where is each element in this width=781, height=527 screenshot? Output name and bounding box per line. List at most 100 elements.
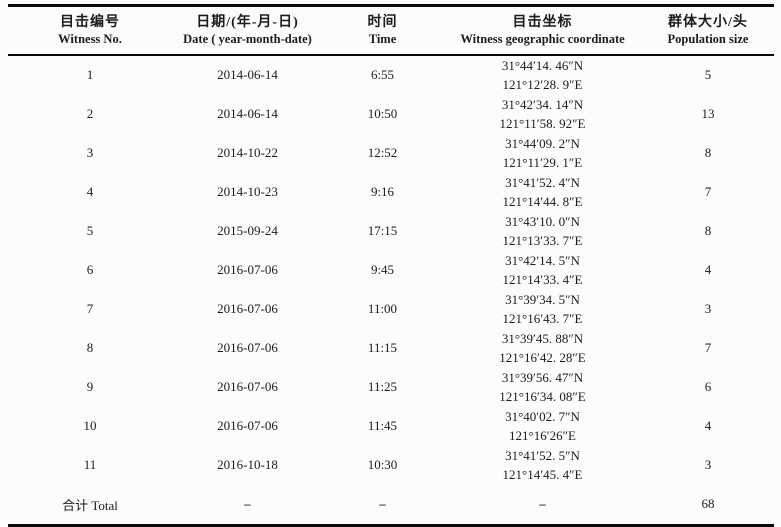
total-label: 合计 Total — [62, 497, 118, 513]
coordinate-north: 31°39′56. 47″N — [501, 369, 584, 385]
cell-time: 10:50 — [367, 105, 398, 121]
cell-population: 13 — [701, 105, 715, 121]
cell-population: 7 — [704, 183, 712, 199]
cell-witness-no: 1 — [86, 67, 94, 82]
total-coordinate-dash: – — [539, 496, 546, 511]
coordinate-east: 121°16′34. 08″E — [499, 388, 586, 404]
cell-coordinate: 31°39′56. 47″N 121°16′34. 08″E — [443, 367, 643, 406]
cell-coordinate: 31°44′09. 2″N 121°11′29. 1″E — [443, 133, 643, 172]
table-footer: 合计 Total – – – 68 — [8, 484, 774, 526]
cell-coordinate: 31°40′02. 7″N 121°16′26″E — [443, 406, 643, 445]
cell-time: 11:45 — [367, 417, 398, 433]
table-row: 7 2016-07-06 11:00 31°39′34. 5″N 121°16′43. … — [8, 289, 774, 328]
col-header-witness-no-en: Witness No. — [58, 31, 122, 46]
table-row: 2 2014-06-14 10:50 31°42′34. 14″N 121°11′58.… — [8, 94, 774, 133]
cell-date: 2016-07-06 — [217, 300, 278, 316]
cell-population: 3 — [704, 456, 712, 472]
coordinate-north: 31°42′14. 5″N — [505, 252, 580, 268]
coordinate-north: 31°39′34. 5″N — [505, 291, 580, 307]
table-row: 1 2014-06-14 6:55 31°44′14. 46″N 121°12′28. … — [8, 55, 774, 94]
coordinate-east: 121°11′58. 92″E — [499, 115, 586, 131]
header-row: 目击编号 Witness No. 日期/(年-月-日) Date ( year-… — [7, 6, 774, 56]
cell-coordinate: 31°39′45. 88″N 121°16′42. 28″E — [443, 328, 643, 367]
coordinate-north: 31°42′34. 14″N — [501, 96, 584, 112]
coordinate-north: 31°41′52. 4″N — [505, 174, 580, 190]
cell-witness-no: 6 — [86, 261, 94, 277]
cell-time: 9:45 — [370, 261, 395, 277]
table-header: 目击编号 Witness No. 日期/(年-月-日) Date ( year-… — [7, 6, 774, 56]
cell-witness-no: 9 — [86, 378, 94, 394]
coordinate-north: 31°41′52. 5″N — [505, 447, 580, 463]
cell-coordinate: 31°43′10. 0″N 121°13′33. 7″E — [443, 211, 643, 250]
table-row: 8 2016-07-06 11:15 31°39′45. 88″N 121°16′42.… — [8, 328, 774, 367]
col-header-witness-no: 目击编号 Witness No. — [8, 6, 173, 56]
cell-witness-no: 4 — [86, 183, 94, 199]
cell-coordinate: 31°41′52. 5″N 121°14′45. 4″E — [443, 445, 643, 484]
cell-population: 6 — [704, 378, 712, 394]
total-row: 合计 Total – – – 68 — [8, 484, 774, 526]
col-header-coordinate: 目击坐标 Witness geographic coordinate — [443, 6, 643, 56]
cell-population: 5 — [704, 67, 712, 82]
col-header-population: 群体大小/头 Population size — [643, 6, 774, 56]
cell-date: 2016-07-06 — [217, 261, 278, 277]
cell-coordinate: 31°42′34. 14″N 121°11′58. 92″E — [443, 94, 643, 133]
cell-witness-no: 3 — [86, 144, 94, 160]
cell-coordinate: 31°39′34. 5″N 121°16′43. 7″E — [443, 289, 643, 328]
cell-time: 11:15 — [367, 339, 398, 355]
cell-time: 6:55 — [370, 67, 395, 82]
cell-date: 2014-06-14 — [217, 105, 278, 121]
cell-coordinate: 31°42′14. 5″N 121°14′33. 4″E — [443, 250, 643, 289]
coordinate-north: 31°39′45. 88″N — [501, 330, 584, 346]
col-header-coordinate-en: Witness geographic coordinate — [460, 31, 625, 46]
cell-date: 2014-10-22 — [217, 144, 278, 160]
cell-date: 2014-06-14 — [217, 67, 278, 82]
table-row: 4 2014-10-23 9:16 31°41′52. 4″N 121°14′44. 8… — [8, 172, 774, 211]
col-header-time-zh: 时间 — [367, 14, 398, 30]
coordinate-east: 121°16′26″E — [509, 427, 576, 443]
total-population-value: 68 — [701, 496, 715, 511]
cell-date: 2016-07-06 — [217, 339, 278, 355]
col-header-date: 日期/(年-月-日) Date ( year-month-date) — [173, 6, 323, 56]
coordinate-east: 121°12′28. 9″E — [502, 77, 583, 92]
cell-population: 3 — [704, 300, 712, 316]
cell-witness-no: 7 — [86, 300, 94, 316]
cell-date: 2016-10-18 — [217, 456, 278, 472]
cell-time: 12:52 — [367, 144, 398, 160]
cell-population: 7 — [704, 339, 712, 355]
cell-time: 11:25 — [367, 378, 398, 394]
cell-witness-no: 11 — [83, 456, 97, 472]
coordinate-east: 121°11′29. 1″E — [502, 154, 583, 170]
col-header-population-en: Population size — [667, 31, 749, 46]
sightings-table: 目击编号 Witness No. 日期/(年-月-日) Date ( year-… — [7, 4, 774, 527]
cell-time: 17:15 — [367, 222, 398, 238]
col-header-population-zh: 群体大小/头 — [668, 14, 748, 30]
table-row: 5 2015-09-24 17:15 31°43′10. 0″N 121°13′33. … — [8, 211, 774, 250]
table-body: 1 2014-06-14 6:55 31°44′14. 46″N 121°12′28. … — [8, 55, 774, 484]
cell-coordinate: 31°41′52. 4″N 121°14′44. 8″E — [443, 172, 643, 211]
cell-date: 2014-10-23 — [217, 183, 278, 199]
coordinate-north: 31°44′09. 2″N — [505, 135, 580, 151]
cell-coordinate: 31°44′14. 46″N 121°12′28. 9″E — [443, 55, 643, 94]
col-header-date-zh: 日期/(年-月-日) — [196, 14, 299, 30]
coordinate-north: 31°40′02. 7″N — [505, 408, 580, 424]
cell-date: 2015-09-24 — [217, 222, 278, 238]
coordinate-east: 121°14′45. 4″E — [502, 466, 583, 482]
coordinate-east: 121°16′42. 28″E — [499, 349, 586, 365]
table-row: 9 2016-07-06 11:25 31°39′56. 47″N 121°16′34.… — [8, 367, 774, 406]
total-time-dash: – — [379, 496, 386, 511]
cell-population: 8 — [704, 222, 712, 238]
col-header-time: 时间 Time — [323, 6, 443, 56]
coordinate-east: 121°14′44. 8″E — [502, 193, 583, 209]
col-header-time-en: Time — [368, 31, 397, 46]
table-row: 3 2014-10-22 12:52 31°44′09. 2″N 121°11′29. … — [8, 133, 774, 172]
coordinate-north: 31°43′10. 0″N — [505, 213, 580, 229]
total-date-dash: – — [244, 496, 251, 511]
cell-witness-no: 5 — [86, 222, 94, 238]
cell-witness-no: 8 — [86, 339, 94, 355]
table-row: 10 2016-07-06 11:45 31°40′02. 7″N 121°16′26″… — [8, 406, 774, 445]
cell-population: 8 — [704, 144, 712, 160]
col-header-date-en: Date ( year-month-date) — [183, 31, 312, 46]
cell-date: 2016-07-06 — [217, 378, 278, 394]
coordinate-north: 31°44′14. 46″N — [501, 58, 584, 73]
cell-population: 4 — [704, 417, 712, 433]
